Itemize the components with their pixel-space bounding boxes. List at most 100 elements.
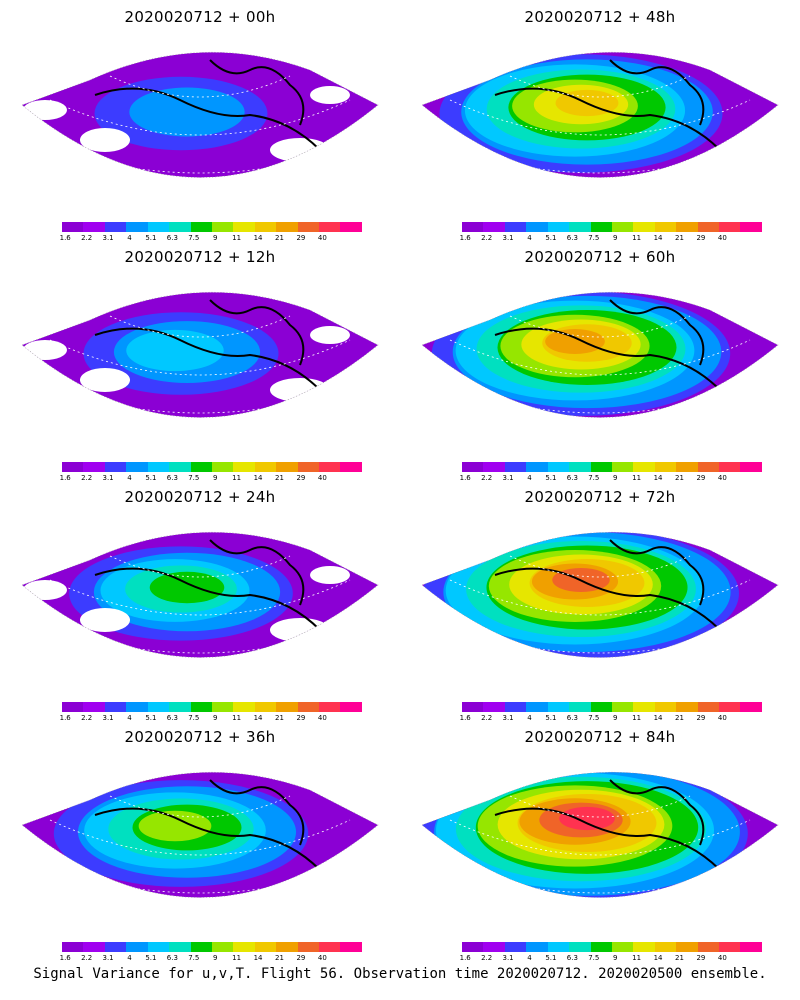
forecast-map bbox=[421, 291, 779, 418]
coastline bbox=[494, 539, 721, 631]
colorbar-swatch bbox=[547, 942, 570, 952]
masked-region bbox=[80, 608, 130, 632]
colorbar-tick-label: 9 bbox=[612, 714, 618, 722]
colorbar-swatch bbox=[147, 702, 170, 712]
forecast-map bbox=[421, 51, 779, 178]
colorbar-swatch bbox=[654, 702, 677, 712]
variance-contour bbox=[149, 571, 225, 604]
colorbar-swatch bbox=[504, 462, 527, 472]
colorbar-labels: 1.6 2.2 3.1 4 5.1 6.3 7.5 9 11 14 21 29 40 bbox=[460, 474, 762, 484]
coastline bbox=[94, 779, 321, 871]
colorbar-swatch bbox=[719, 942, 741, 952]
panel-title: 2020020712 + 84h bbox=[524, 728, 676, 746]
colorbar-swatch bbox=[83, 222, 105, 232]
colorbar-tick-label: 4 bbox=[127, 234, 132, 242]
colorbar-tick-label: 2.2 bbox=[81, 474, 93, 482]
colorbar-swatch bbox=[340, 942, 362, 952]
colorbar-swatch bbox=[276, 702, 298, 712]
panel-title: 2020020712 + 24h bbox=[124, 488, 276, 506]
colorbar bbox=[62, 942, 362, 952]
variance-contour bbox=[138, 810, 212, 842]
colorbar-tick-label: 1.6 bbox=[459, 954, 471, 962]
colorbar-tick-label: 3.1 bbox=[102, 954, 114, 962]
colorbar-tick-label: 5.1 bbox=[145, 954, 157, 962]
colorbar-tick-label: 3.1 bbox=[502, 474, 514, 482]
colorbar-swatch bbox=[633, 702, 655, 712]
colorbar-tick-label: 5.1 bbox=[545, 954, 557, 962]
colorbar-tick-label: 21 bbox=[275, 474, 284, 482]
colorbar-swatch bbox=[526, 702, 548, 712]
colorbar-swatch bbox=[740, 942, 762, 952]
colorbar-tick-label: 7.5 bbox=[188, 954, 200, 962]
colorbar-swatch bbox=[190, 702, 212, 712]
colorbar-swatch bbox=[611, 222, 634, 232]
colorbar-swatch bbox=[147, 462, 170, 472]
colorbar-swatch bbox=[297, 222, 320, 232]
colorbar-tick-label: 3.1 bbox=[102, 474, 114, 482]
masked-region bbox=[270, 138, 330, 162]
colorbar-swatch bbox=[590, 222, 612, 232]
colorbar-tick-label: 21 bbox=[275, 234, 284, 242]
colorbar-labels: 1.6 2.2 3.1 4 5.1 6.3 7.5 9 11 14 21 29 40 bbox=[459, 954, 762, 964]
colorbar-labels: 1.6 2.2 3.1 4 5.1 6.3 7.5 9 11 14 21 29 40 bbox=[460, 714, 762, 724]
colorbar-tick-label: 29 bbox=[696, 474, 706, 482]
colorbar-tick-label: 14 bbox=[253, 474, 263, 482]
colorbar-tick-label: 2.2 bbox=[81, 714, 93, 722]
variance-contour bbox=[545, 329, 605, 354]
colorbar-tick-label: 40 bbox=[317, 714, 327, 722]
masked-region bbox=[270, 378, 330, 402]
colorbar-swatch bbox=[233, 702, 255, 712]
coastline bbox=[494, 59, 721, 151]
forecast-map bbox=[421, 531, 779, 658]
forecast-map bbox=[21, 771, 379, 898]
map-boundary bbox=[421, 771, 779, 898]
colorbar-tick-label: 40 bbox=[717, 234, 727, 242]
colorbar-tick-label: 40 bbox=[717, 474, 727, 482]
colorbar-swatch bbox=[654, 462, 677, 472]
colorbar-swatch bbox=[547, 702, 570, 712]
colorbar-tick-label: 29 bbox=[696, 714, 706, 722]
colorbar-swatch bbox=[211, 702, 234, 712]
colorbar-swatch bbox=[62, 702, 84, 712]
map-panel: 2020020712 + 36h 1.6 2.2 3.1 4 5.1 6.3 7.5 9 11 14… bbox=[0, 720, 400, 962]
colorbar bbox=[462, 702, 762, 712]
panel-title: 2020020712 + 12h bbox=[124, 248, 276, 266]
colorbar-swatch bbox=[633, 462, 655, 472]
colorbar-swatch bbox=[319, 462, 341, 472]
map-boundary bbox=[421, 51, 779, 178]
colorbar-swatch bbox=[547, 222, 570, 232]
map-panel: 2020020712 + 12h 1.6 2.2 3.1 4 5.1 6.3 7.5 9 11 14… bbox=[0, 240, 400, 482]
colorbar-swatch bbox=[633, 222, 655, 232]
map-boundary bbox=[421, 291, 779, 418]
colorbar-swatch bbox=[676, 222, 698, 232]
colorbar-swatch bbox=[233, 462, 255, 472]
colorbar-tick-label: 11 bbox=[232, 714, 242, 722]
colorbar-swatch bbox=[676, 702, 698, 712]
colorbar-tick-label: 29 bbox=[296, 714, 306, 722]
colorbar-tick-label: 6.3 bbox=[166, 234, 178, 242]
colorbar-swatch bbox=[504, 702, 527, 712]
colorbar-tick-label: 40 bbox=[317, 954, 327, 962]
colorbar-swatch bbox=[697, 942, 720, 952]
colorbar-tick-label: 14 bbox=[653, 954, 663, 962]
colorbar-tick-label: 40 bbox=[317, 234, 327, 242]
colorbar-tick-label: 14 bbox=[653, 714, 663, 722]
map-panel: 2020020712 + 48h 1.6 2.2 3.1 4 5.1 6.3 7.5 9 11 14… bbox=[400, 0, 800, 242]
colorbar-swatch bbox=[83, 702, 105, 712]
masked-region bbox=[80, 368, 130, 392]
colorbar-tick-label: 6.3 bbox=[166, 714, 178, 722]
colorbar-swatch bbox=[297, 702, 320, 712]
colorbar bbox=[62, 702, 362, 712]
colorbar-tick-label: 6.3 bbox=[566, 234, 578, 242]
colorbar-swatch bbox=[254, 702, 277, 712]
panel-title: 2020020712 + 60h bbox=[524, 248, 676, 266]
masked-region bbox=[270, 618, 330, 642]
colorbar-tick-label: 1.6 bbox=[59, 954, 71, 962]
colorbar-tick-label: 21 bbox=[275, 954, 284, 962]
colorbar-tick-label: 1.6 bbox=[59, 474, 71, 482]
colorbar-swatch bbox=[190, 462, 212, 472]
colorbar-tick-label: 11 bbox=[632, 954, 642, 962]
colorbar-swatch bbox=[211, 222, 234, 232]
colorbar-tick-label: 4 bbox=[527, 714, 532, 722]
colorbar-swatch bbox=[276, 222, 298, 232]
